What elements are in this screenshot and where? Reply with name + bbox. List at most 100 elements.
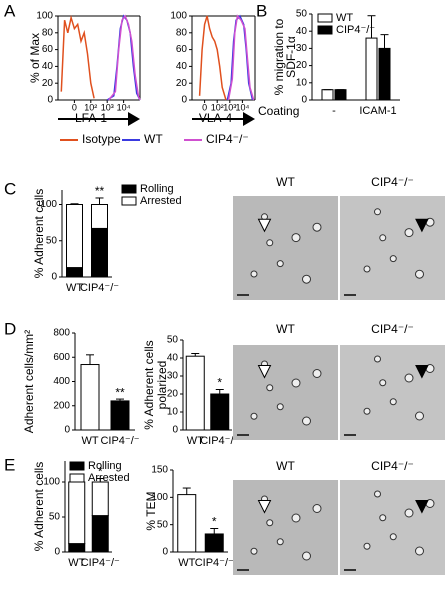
image-label: CIP4⁻/⁻ [371, 459, 414, 473]
cell [404, 228, 414, 238]
y-tick-label: 100 [170, 11, 187, 22]
x-tick-label: CIP4⁻/⁻ [81, 557, 120, 569]
cell [379, 379, 387, 387]
bar-segment [91, 227, 108, 278]
y-axis-label: % TEM [144, 491, 158, 530]
cell [389, 533, 397, 541]
bar-segment [91, 481, 109, 517]
significance: ** [95, 184, 105, 198]
x-tick-label: WT [81, 435, 98, 447]
cell [389, 398, 397, 406]
micrograph [233, 480, 338, 575]
x-tick-label: WT [66, 282, 83, 294]
micrograph [233, 196, 338, 300]
bar-segment [68, 543, 86, 553]
cell [266, 384, 274, 392]
y-tick-label: 100 [36, 11, 53, 22]
significance: ** [115, 385, 125, 399]
cell [291, 513, 301, 523]
legend-swatch [69, 461, 85, 471]
y-tick-label: 10 [296, 77, 308, 88]
micrograph [233, 345, 338, 440]
y-tick-label: 20 [176, 78, 188, 89]
x-tick-label: 10³ [101, 102, 114, 112]
y-tick-label: 200 [53, 400, 70, 411]
bar [210, 393, 230, 431]
panel-letter: C [4, 179, 16, 198]
image-label: WT [276, 175, 295, 189]
cell [363, 542, 371, 550]
significance: * [98, 465, 103, 479]
y-tick-label: 40 [176, 61, 188, 72]
legend-label: Arrested [88, 472, 130, 484]
x-tick-label: 10⁴ [117, 102, 131, 112]
bar [365, 37, 378, 101]
cell [276, 260, 284, 268]
cell [404, 373, 414, 383]
y-tick-label: 20 [296, 60, 308, 71]
arrowhead [257, 500, 272, 514]
arrowhead [257, 218, 272, 233]
y-tick-label: 100 [40, 199, 57, 210]
cell [312, 369, 322, 378]
histogram-line [106, 14, 141, 101]
arrowhead [415, 500, 429, 514]
y-tick-label: 40 [42, 61, 54, 72]
cell [291, 233, 301, 243]
image-label: WT [276, 322, 295, 336]
legend-label: Arrested [140, 195, 182, 207]
y-tick-label: 10 [167, 407, 179, 418]
legend-label: CIP4⁻/⁻ [206, 132, 249, 146]
legend-swatch [317, 13, 333, 23]
x-axis-arrow [58, 112, 140, 126]
y-tick-label: 50 [157, 519, 169, 530]
panel-letter: A [4, 1, 16, 20]
x-tick-label: ICAM-1 [359, 105, 396, 117]
x-tick-label: 0 [202, 102, 207, 112]
cell [374, 355, 381, 363]
y-tick-label: 60 [42, 44, 54, 55]
micrograph [340, 480, 445, 575]
cell [312, 222, 322, 232]
bar-segment [66, 204, 83, 269]
legend-label: CIP4⁻/⁻ [336, 24, 375, 36]
y-tick-label: 0 [172, 425, 178, 436]
cell [291, 378, 301, 388]
y-tick-label: 50 [167, 335, 179, 346]
arrowhead [415, 218, 429, 233]
bar [80, 364, 100, 431]
x-axis-label: Coating [258, 104, 299, 118]
cell [415, 269, 424, 279]
histogram-line [60, 14, 95, 99]
cell [266, 239, 274, 247]
legend-swatch [317, 25, 333, 35]
cell [379, 234, 387, 242]
y-tick-label: 100 [151, 492, 168, 503]
bar-segment [91, 204, 108, 229]
legend-swatch [121, 184, 137, 194]
x-axis-arrow [192, 112, 255, 126]
cell [404, 508, 414, 518]
cell [250, 547, 258, 555]
y-axis-label: % Adherent cells [32, 189, 46, 278]
y-tick-label: 0 [301, 95, 307, 106]
bar [321, 89, 334, 101]
bar-segment [66, 267, 83, 278]
y-tick-label: 0 [64, 425, 70, 436]
y-axis-label: polarized [155, 361, 169, 410]
significance: * [212, 515, 217, 529]
x-tick-label: CIP4⁻/⁻ [80, 282, 119, 294]
x-tick-label: CIP4⁻/⁻ [200, 435, 239, 447]
cell [312, 504, 322, 513]
arrowhead [415, 365, 429, 379]
y-tick-label: 0 [54, 547, 60, 558]
x-tick-label: CIP4⁻/⁻ [100, 435, 139, 447]
image-label: WT [276, 459, 295, 473]
y-tick-label: 400 [53, 376, 70, 387]
bar [334, 89, 347, 101]
y-tick-label: 50 [49, 512, 61, 523]
panel-letter: D [4, 319, 16, 338]
histogram-line [227, 14, 255, 101]
cell [302, 551, 311, 561]
